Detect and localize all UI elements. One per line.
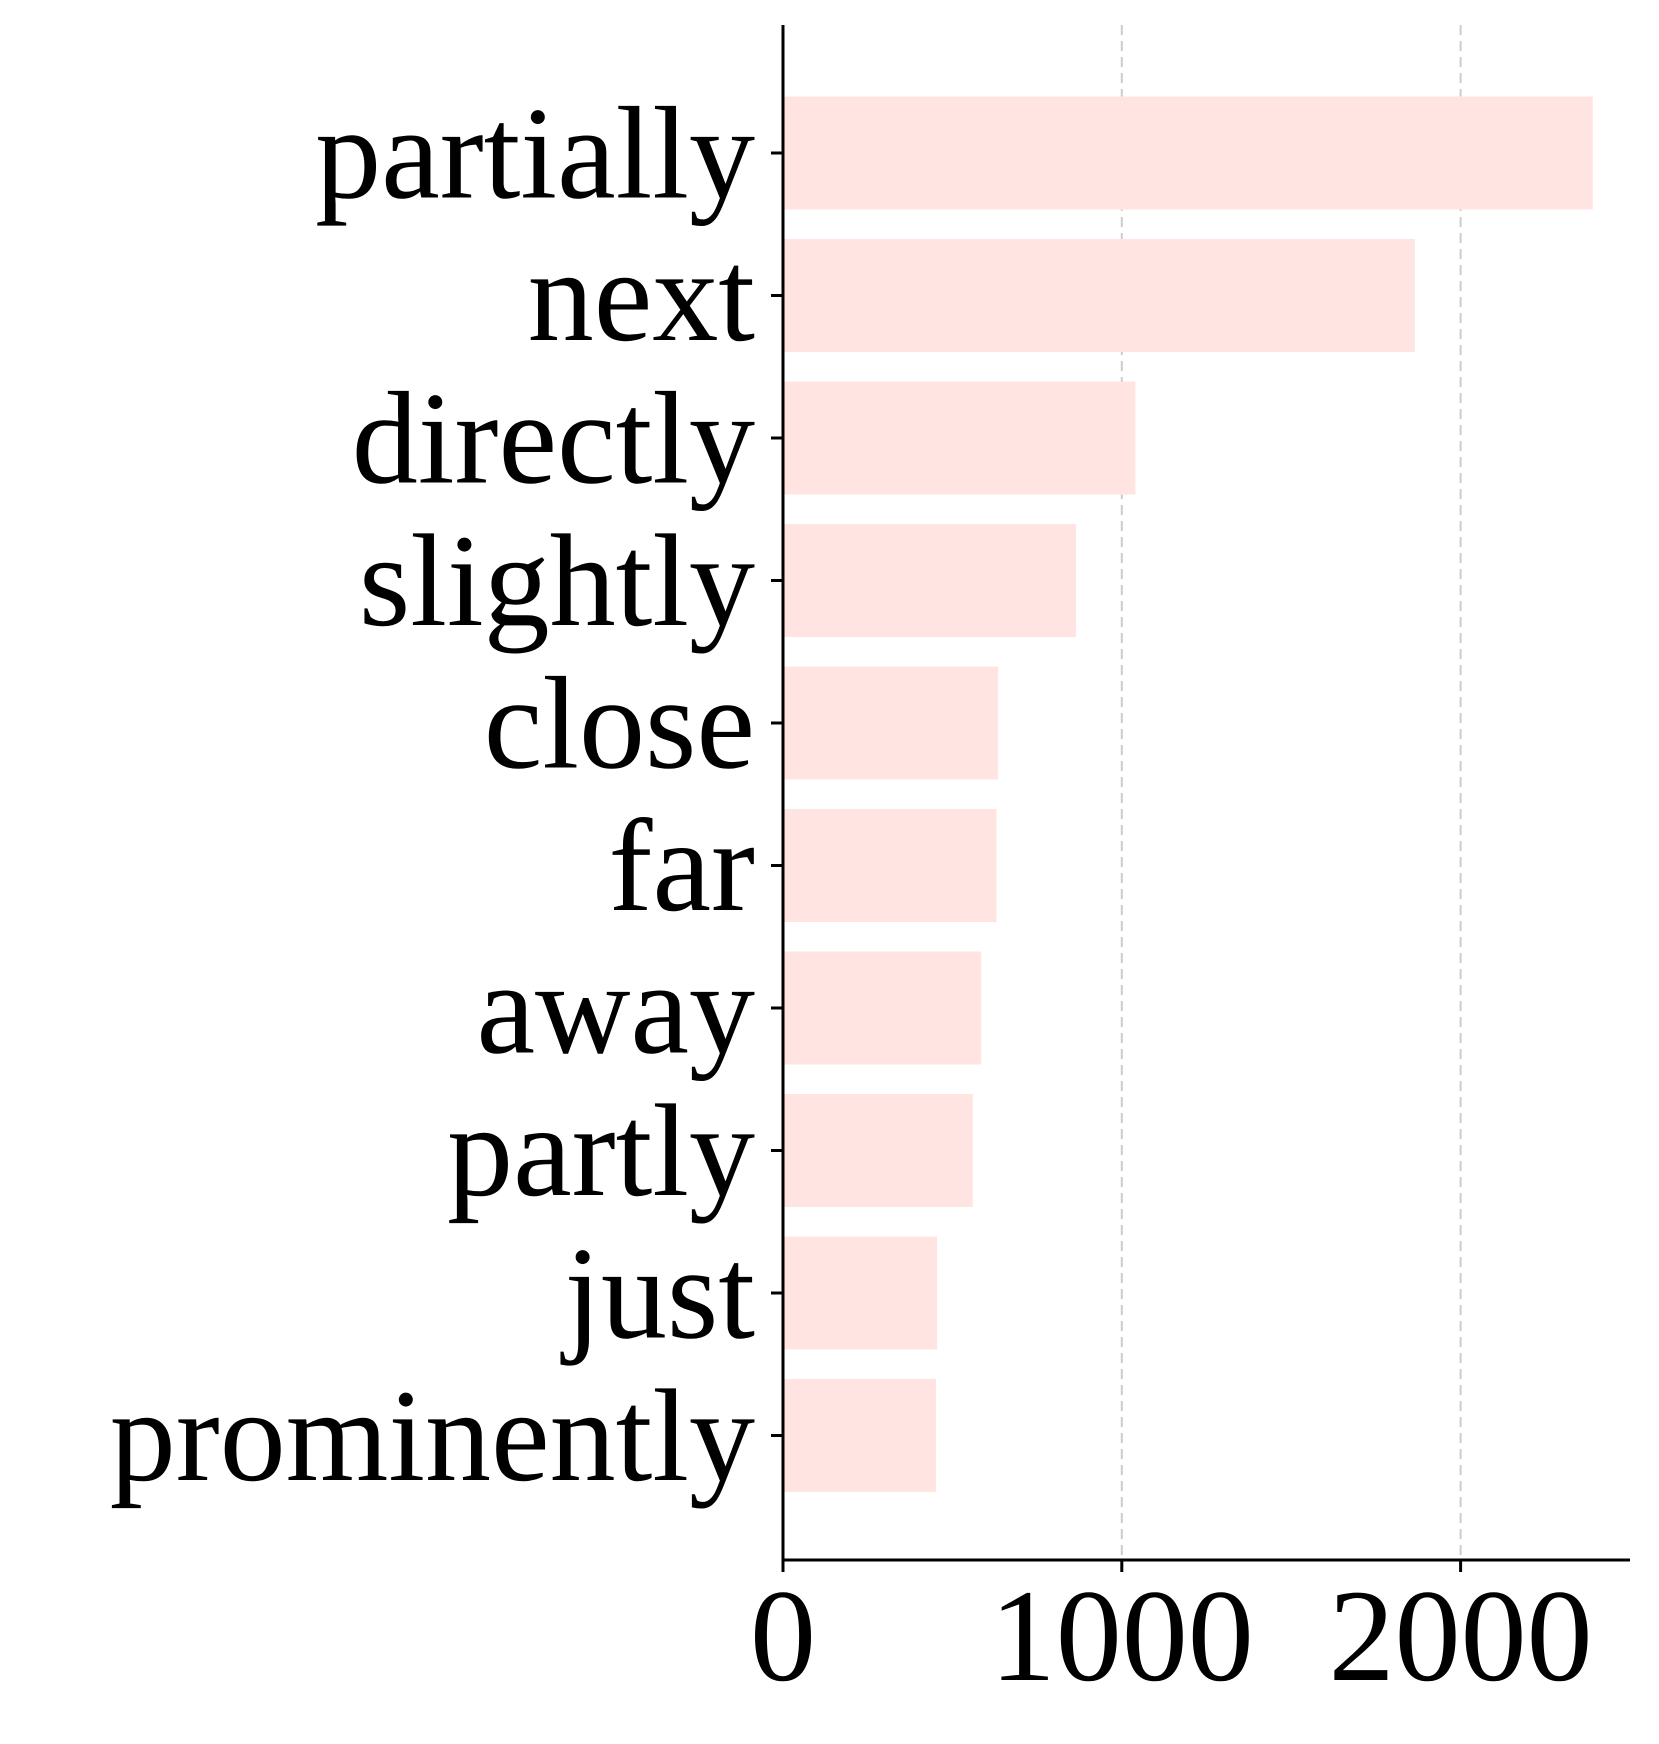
bars: [783, 96, 1593, 1492]
bar-slightly: [783, 524, 1077, 637]
y-ticks: partiallynextdirectlyslightlyclosefarawa…: [110, 80, 783, 1509]
y-tick-label-partly: partly: [447, 1077, 755, 1224]
y-tick-label-slightly: slightly: [359, 507, 755, 654]
y-tick-label-directly: directly: [352, 365, 755, 512]
bar-just: [783, 1236, 938, 1350]
y-tick-label-far: far: [608, 792, 755, 939]
bar-prominently: [783, 1379, 937, 1492]
x-ticks: 0 1000 2000: [750, 1560, 1593, 1709]
x-tick-label-0: 0: [750, 1562, 816, 1709]
bar-close: [783, 666, 999, 780]
y-tick-label-next: next: [528, 222, 755, 369]
y-tick-label-just: just: [560, 1220, 755, 1367]
y-tick-label-close: close: [484, 650, 755, 797]
bar-away: [783, 951, 982, 1065]
bar-directly: [783, 381, 1136, 495]
bar-partly: [783, 1094, 973, 1207]
x-tick-label-2000: 2000: [1329, 1562, 1593, 1709]
bar-next: [783, 239, 1415, 352]
axes: [781, 25, 1630, 1562]
y-tick-label-prominently: prominently: [110, 1362, 755, 1509]
y-tick-label-away: away: [476, 935, 755, 1082]
bar-partially: [783, 96, 1593, 210]
bar-far: [783, 809, 997, 922]
y-tick-label-partially: partially: [315, 80, 755, 227]
x-tick-label-1000: 1000: [990, 1562, 1254, 1709]
